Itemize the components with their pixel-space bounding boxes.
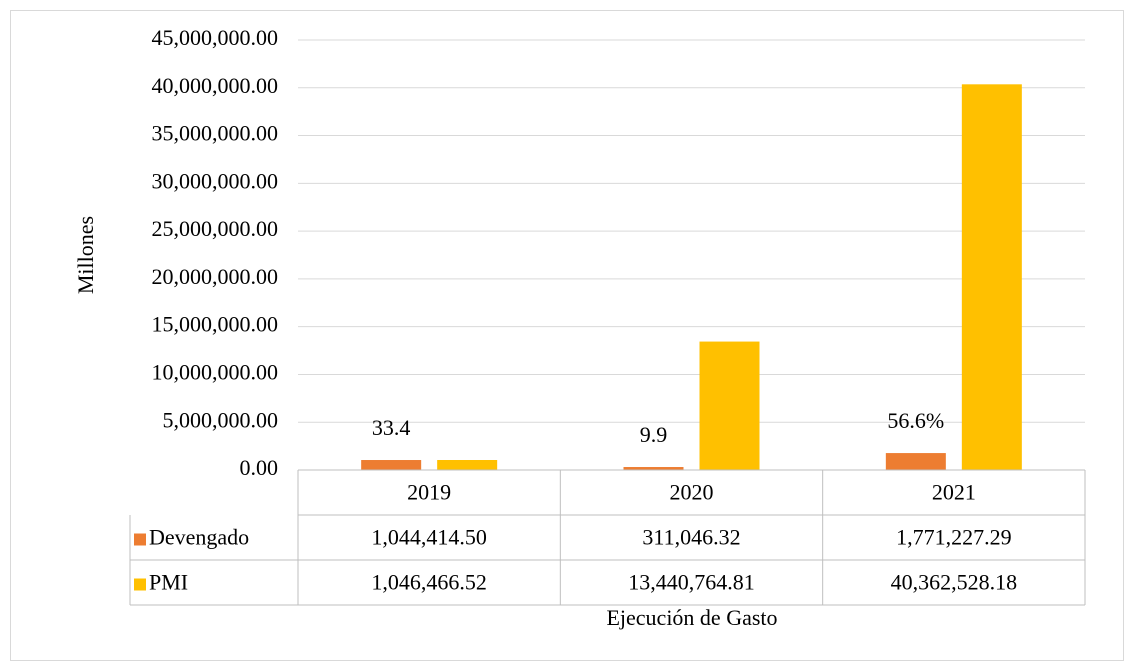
annotation: 9.9	[640, 422, 668, 447]
bar	[623, 467, 684, 470]
bar	[361, 460, 422, 470]
annotation: 33.4	[372, 415, 411, 440]
x-tick-label: 2021	[932, 480, 976, 505]
y-tick-label: 20,000,000.00	[152, 264, 279, 289]
table-cell: 40,362,528.18	[891, 570, 1018, 595]
y-tick-label: 45,000,000.00	[152, 25, 279, 50]
bar	[885, 453, 946, 470]
chart-border	[10, 10, 1124, 661]
y-tick-label: 30,000,000.00	[152, 168, 279, 193]
x-tick-label: 2020	[670, 480, 714, 505]
y-tick-label: 10,000,000.00	[152, 359, 279, 384]
table-cell: 1,044,414.50	[371, 525, 487, 550]
legend-label: PMI	[149, 570, 188, 595]
annotation: 56.6%	[887, 408, 944, 433]
legend-label: Devengado	[149, 525, 249, 550]
table-cell: 311,046.32	[642, 525, 740, 550]
bar	[961, 84, 1022, 470]
table-cell: 13,440,764.81	[628, 570, 755, 595]
bar	[437, 460, 498, 470]
bar	[699, 341, 760, 470]
x-axis-title: Ejecución de Gasto	[606, 605, 777, 630]
x-tick-label: 2019	[407, 480, 451, 505]
y-tick-label: 0.00	[240, 455, 279, 480]
y-tick-label: 35,000,000.00	[152, 121, 279, 146]
y-tick-label: 40,000,000.00	[152, 73, 279, 98]
y-tick-label: 15,000,000.00	[152, 312, 279, 337]
table-cell: 1,771,227.29	[896, 525, 1012, 550]
y-tick-label: 25,000,000.00	[152, 216, 279, 241]
legend-key	[134, 578, 146, 591]
legend-key	[134, 533, 146, 546]
y-axis-title: Millones	[73, 216, 98, 294]
y-tick-label: 5,000,000.00	[163, 407, 279, 432]
table-cell: 1,046,466.52	[371, 570, 487, 595]
